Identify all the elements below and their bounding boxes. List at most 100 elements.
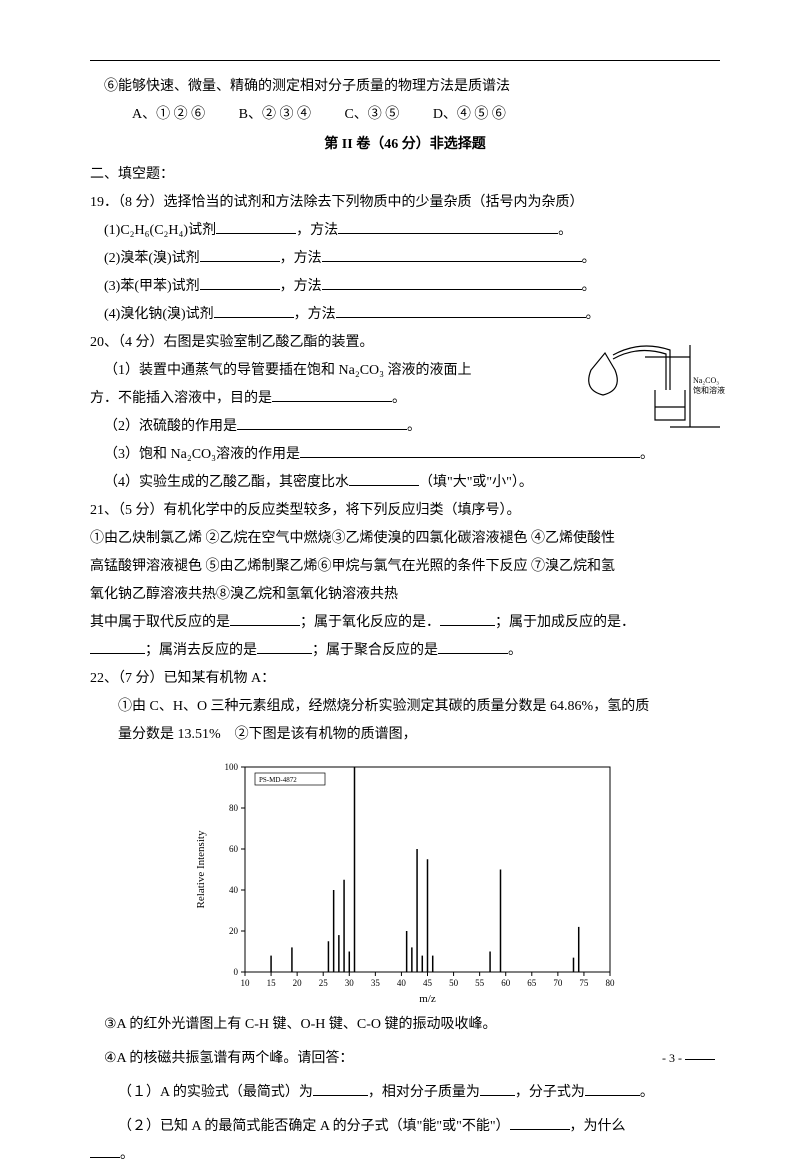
q22-l6a: （２）已知 A 的最简式能否确定 A 的分子式（填"能"或"不能"）	[118, 1119, 510, 1134]
q22-l5b: ，相对分子质量为	[368, 1085, 480, 1100]
q22-l5c: ，分子式为	[515, 1085, 585, 1100]
blank[interactable]	[585, 1079, 640, 1096]
svg-text:饱和溶液: 饱和溶液	[693, 385, 725, 395]
blank[interactable]	[438, 637, 508, 654]
footer-bar	[685, 1059, 715, 1060]
q19-4b: ，方法	[294, 307, 336, 322]
blank[interactable]	[200, 273, 280, 290]
svg-text:100: 100	[225, 762, 239, 772]
blank[interactable]	[216, 217, 296, 234]
q19-1: (1)C₂H₆(C₂H₄)试剂，方法。	[90, 217, 720, 245]
q20-4b: （填"大"或"小"）。	[419, 475, 533, 490]
blank[interactable]	[313, 1079, 368, 1096]
blank[interactable]	[322, 273, 582, 290]
svg-text:25: 25	[319, 978, 329, 988]
fill-heading: 二、填空题：	[90, 161, 720, 189]
q19-3: (3)苯(甲苯)试剂，方法。	[90, 273, 720, 301]
q20-3: （3）饱和 Na₂CO₃溶液的作用是。	[90, 441, 720, 469]
page-number: - 3 -	[662, 1051, 682, 1065]
q22-l5d: 。	[640, 1085, 654, 1100]
blank[interactable]	[336, 301, 586, 318]
option-a: A、① ② ⑥	[132, 107, 205, 122]
svg-text:PS-MD-4872: PS-MD-4872	[259, 776, 297, 784]
option-c: C、③ ⑤	[344, 107, 399, 122]
exam-page: ⑥能够快速、微量、精确的测定相对分子质量的物理方法是质谱法 A、① ② ⑥ B、…	[0, 0, 800, 1108]
q19-2a: (2)溴苯(溴)试剂	[104, 251, 200, 266]
q22-l6b: ，为什么	[570, 1119, 626, 1134]
q21-l5b: ；属于聚合反应的是	[312, 643, 438, 658]
q19-2b: ，方法	[280, 251, 322, 266]
blank[interactable]	[322, 245, 582, 262]
blank[interactable]	[300, 441, 640, 458]
q21-l4b: ；属于氧化反应的是．	[300, 615, 440, 630]
q19-3a: (3)苯(甲苯)试剂	[104, 279, 200, 294]
svg-text:65: 65	[527, 978, 537, 988]
q22-l6: （２）已知 A 的最简式能否确定 A 的分子式（填"能"或"不能"） ，为什么	[90, 1113, 720, 1141]
q21-stem: 21、（5 分）有机化学中的反应类型较多，将下列反应归类（填序号）。	[90, 497, 720, 525]
q22-stem: 22、（7 分）已知某有机物 A：	[90, 665, 720, 693]
blank[interactable]	[440, 609, 495, 626]
q21-l3: 氧化钠乙醇溶液共热⑧溴乙烷和氢氧化钠溶液共热	[90, 581, 720, 609]
blank[interactable]	[90, 1141, 120, 1158]
q22-l7: 。	[90, 1141, 720, 1169]
q22-l4: ④A 的核磁共振氢谱有两个峰。请回答：	[90, 1045, 720, 1073]
blank[interactable]	[257, 637, 312, 654]
page-footer: - 3 -	[662, 1046, 715, 1070]
svg-text:20: 20	[229, 926, 239, 936]
q19-4: (4)溴化钠(溴)试剂，方法。	[90, 301, 720, 329]
q19-2: (2)溴苯(溴)试剂，方法。	[90, 245, 720, 273]
blank[interactable]	[200, 245, 280, 262]
blank[interactable]	[90, 637, 145, 654]
q22-l2: 量分数是 13.51% ②下图是该有机物的质谱图，	[90, 721, 720, 749]
blank[interactable]	[272, 385, 392, 402]
q19-stem: 19．（8 分）选择恰当的试剂和方法除去下列物质中的少量杂质（括号内为杂质）	[90, 189, 720, 217]
q19-4a: (4)溴化钠(溴)试剂	[104, 307, 214, 322]
svg-text:80: 80	[606, 978, 616, 988]
svg-text:60: 60	[501, 978, 511, 988]
q21-l4a: 其中属于取代反应的是	[90, 615, 230, 630]
svg-text:10: 10	[241, 978, 251, 988]
svg-text:55: 55	[475, 978, 485, 988]
blank[interactable]	[480, 1079, 515, 1096]
blank[interactable]	[349, 469, 419, 486]
svg-text:15: 15	[267, 978, 277, 988]
q22-l1: ①由 C、H、O 三种元素组成，经燃烧分析实验测定其碳的质量分数是 64.86%…	[90, 693, 720, 721]
option-b: B、② ③ ④	[239, 107, 311, 122]
blank[interactable]	[230, 609, 300, 626]
q22-l7t: 。	[120, 1147, 134, 1162]
svg-text:40: 40	[229, 885, 239, 895]
q22-l3: ③A 的红外光谱图上有 C-H 键、O-H 键、C-O 键的振动吸收峰。	[90, 1011, 720, 1039]
blank[interactable]	[214, 301, 294, 318]
q21-l5c: 。	[508, 643, 522, 658]
blank[interactable]	[237, 413, 407, 430]
blank[interactable]	[510, 1113, 570, 1130]
q22-l5a: （１）A 的实验式（最简式）为	[118, 1085, 313, 1100]
q20-3-text: （3）饱和 Na₂CO₃溶液的作用是	[104, 447, 300, 462]
svg-text:75: 75	[579, 978, 589, 988]
options-row: A、① ② ⑥ B、② ③ ④ C、③ ⑤ D、④ ⑤ ⑥	[90, 101, 720, 129]
item-6: ⑥能够快速、微量、精确的测定相对分子质量的物理方法是质谱法	[90, 73, 720, 101]
svg-text:35: 35	[371, 978, 381, 988]
q20-1b-text: 方．不能插入溶液中，目的是	[90, 391, 272, 406]
apparatus-figure: Na₂CO₃ 饱和溶液	[575, 335, 725, 435]
svg-text:m/z: m/z	[419, 993, 436, 1005]
section-title: 第 II 卷（46 分）非选择题	[90, 131, 720, 159]
q20-2-text: （2）浓硫酸的作用是	[104, 419, 237, 434]
blank[interactable]	[338, 217, 558, 234]
q21-l1: ①由乙炔制氯乙烯 ②乙烷在空气中燃烧③乙烯使溴的四氯化碳溶液褪色 ④乙烯使酸性	[90, 525, 720, 553]
q21-l5: ；属消去反应的是；属于聚合反应的是。	[90, 637, 720, 665]
svg-text:40: 40	[397, 978, 407, 988]
svg-text:45: 45	[423, 978, 433, 988]
option-d: D、④ ⑤ ⑥	[433, 107, 506, 122]
svg-text:80: 80	[229, 803, 239, 813]
top-divider	[90, 60, 720, 61]
q20-4a: （4）实验生成的乙酸乙酯，其密度比水	[104, 475, 349, 490]
svg-text:0: 0	[234, 967, 239, 977]
q20-4: （4）实验生成的乙酸乙酯，其密度比水 （填"大"或"小"）。	[90, 469, 720, 497]
svg-text:20: 20	[293, 978, 303, 988]
svg-text:Na₂CO₃: Na₂CO₃	[693, 376, 719, 385]
q19-3b: ，方法	[280, 279, 322, 294]
svg-text:Relative Intensity: Relative Intensity	[195, 830, 207, 908]
q21-l2: 高锰酸钾溶液褪色 ⑤由乙烯制聚乙烯⑥甲烷与氯气在光照的条件下反应 ⑦溴乙烷和氢	[90, 553, 720, 581]
q21-l4: 其中属于取代反应的是；属于氧化反应的是．；属于加成反应的是．	[90, 609, 720, 637]
